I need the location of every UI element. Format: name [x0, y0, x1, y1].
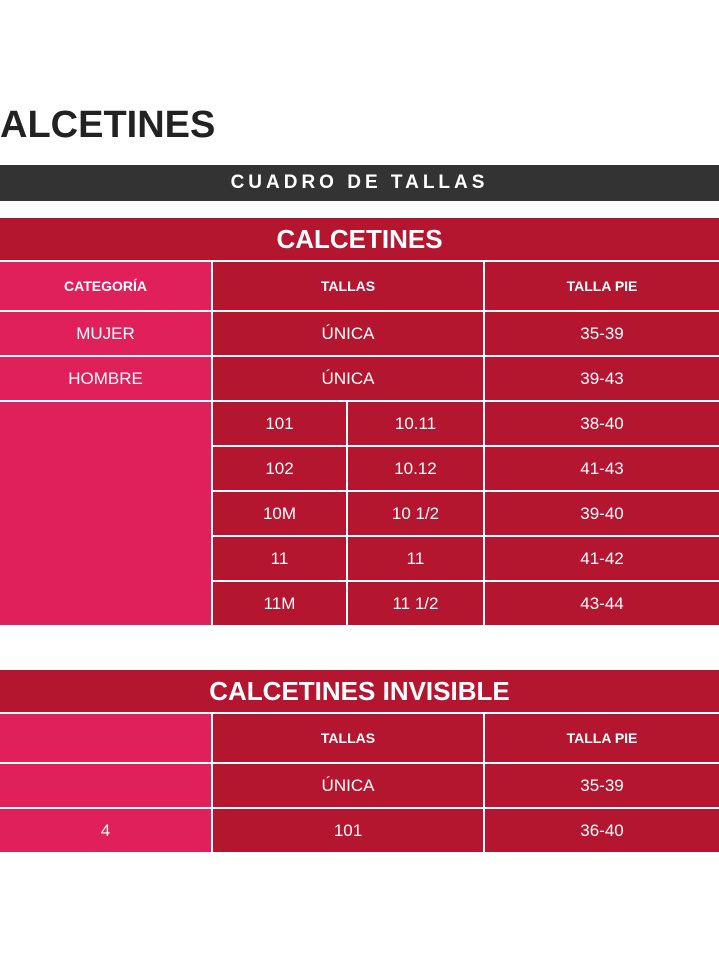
size-cell: 102	[213, 447, 346, 490]
size-cell: 101	[213, 809, 483, 852]
size-chart-banner: CUADRO DE TALLAS	[0, 165, 719, 201]
header-cell: CATEGORÍA	[0, 262, 211, 310]
foot-size-cell: 39-40	[485, 492, 719, 535]
foot-size-cell: 35-39	[485, 312, 719, 355]
foot-size-cell: 35-39	[485, 764, 719, 807]
size-cell: ÚNICA	[213, 312, 483, 355]
header-cell: TALLAS	[213, 714, 483, 762]
size-cell: 10.11	[348, 402, 483, 445]
category-cell	[0, 402, 211, 625]
page-title: ALCETINES	[0, 103, 216, 146]
foot-size-cell: 39-43	[485, 357, 719, 400]
category-cell: HOMBRE	[0, 357, 211, 400]
size-cell: 10.12	[348, 447, 483, 490]
foot-size-cell: 36-40	[485, 809, 719, 852]
size-cell: 11	[348, 537, 483, 580]
header-cell: TALLA PIE	[485, 262, 719, 310]
header-cell: TALLAS	[213, 262, 483, 310]
size-cell: 11 1/2	[348, 582, 483, 625]
size-cell: 11	[213, 537, 346, 580]
foot-size-cell: 41-42	[485, 537, 719, 580]
size-cell: 10M	[213, 492, 346, 535]
size-cell: 10 1/2	[348, 492, 483, 535]
foot-size-cell: 43-44	[485, 582, 719, 625]
size-cell: 101	[213, 402, 346, 445]
header-cell: TALLA PIE	[485, 714, 719, 762]
size-cell: ÚNICA	[213, 357, 483, 400]
table-title: CALCETINES INVISIBLE	[0, 670, 719, 712]
foot-size-cell: 41-43	[485, 447, 719, 490]
table-title: CALCETINES	[0, 218, 719, 260]
category-cell	[0, 764, 211, 807]
foot-size-cell: 38-40	[485, 402, 719, 445]
size-cell: ÚNICA	[213, 764, 483, 807]
category-cell: MUJER	[0, 312, 211, 355]
header-cell	[0, 714, 211, 762]
category-cell: 4	[0, 809, 211, 852]
size-cell: 11M	[213, 582, 346, 625]
